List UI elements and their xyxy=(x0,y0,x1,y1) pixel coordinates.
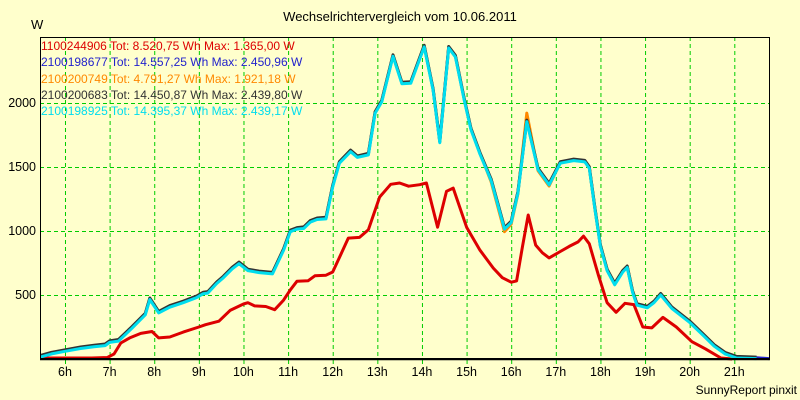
x-axis-label: 6h xyxy=(58,365,72,379)
y-axis-unit-label: W xyxy=(31,17,44,32)
y-axis-label: 500 xyxy=(15,288,36,302)
plot-border xyxy=(40,37,770,359)
x-axis-label: 7h xyxy=(103,365,117,379)
footer-credit: SunnyReport pinxit xyxy=(695,383,797,397)
x-axis-label: 20h xyxy=(679,365,700,379)
gridlines xyxy=(40,37,770,359)
x-axis-label: 14h xyxy=(412,365,433,379)
x-axis-label: 18h xyxy=(590,365,611,379)
x-axis-label: 10h xyxy=(233,365,254,379)
x-axis-labels: 6h 7h 8h 9h 10h 11h 12h 13h 14h 15h 16h 17h 18h 19h 20… xyxy=(58,365,745,379)
x-axis-label: 16h xyxy=(501,365,522,379)
x-axis-label: 21h xyxy=(724,365,745,379)
series-line-2100198925 xyxy=(40,45,757,361)
legend-entry: 2100200749 Tot: 4.791,27 Wh Max: 1.921,1… xyxy=(41,71,296,86)
x-axis-label: 8h xyxy=(147,365,161,379)
x-axis-label: 15h xyxy=(456,365,477,379)
chart-legend: 1100244906 Tot: 8.520,75 Wh Max: 1.365,0… xyxy=(41,38,302,119)
legend-entry: 2100200683 Tot: 14.450,87 Wh Max: 2.439,… xyxy=(41,87,303,102)
x-axis-label: 12h xyxy=(322,365,343,379)
y-axis-label: 2000 xyxy=(8,96,36,110)
series-line-2100200749 xyxy=(480,111,735,360)
y-axis-labels: 500 1000 1500 2000 xyxy=(8,96,36,302)
y-axis-label: 1500 xyxy=(8,160,36,174)
legend-entry: 2100198925 Tot: 14.395,37 Wh Max: 2.439,… xyxy=(41,104,303,119)
legend-entry: 2100198677 Tot: 14.557,25 Wh Max: 2.450,… xyxy=(41,55,303,70)
x-axis-label: 11h xyxy=(278,365,298,379)
x-axis-label: 9h xyxy=(192,365,206,379)
x-axis-ticks xyxy=(64,360,736,364)
x-axis-label: 17h xyxy=(545,365,566,379)
legend-entry: 1100244906 Tot: 8.520,75 Wh Max: 1.365,0… xyxy=(41,39,295,53)
y-axis-label: 1000 xyxy=(8,224,36,238)
x-axis-label: 19h xyxy=(635,365,656,379)
series-lines xyxy=(40,43,770,361)
chart-title: Wechselrichtervergleich vom 10.06.2011 xyxy=(283,9,517,24)
x-axis-label: 13h xyxy=(367,365,388,379)
series-line-1100244906 xyxy=(40,181,733,361)
